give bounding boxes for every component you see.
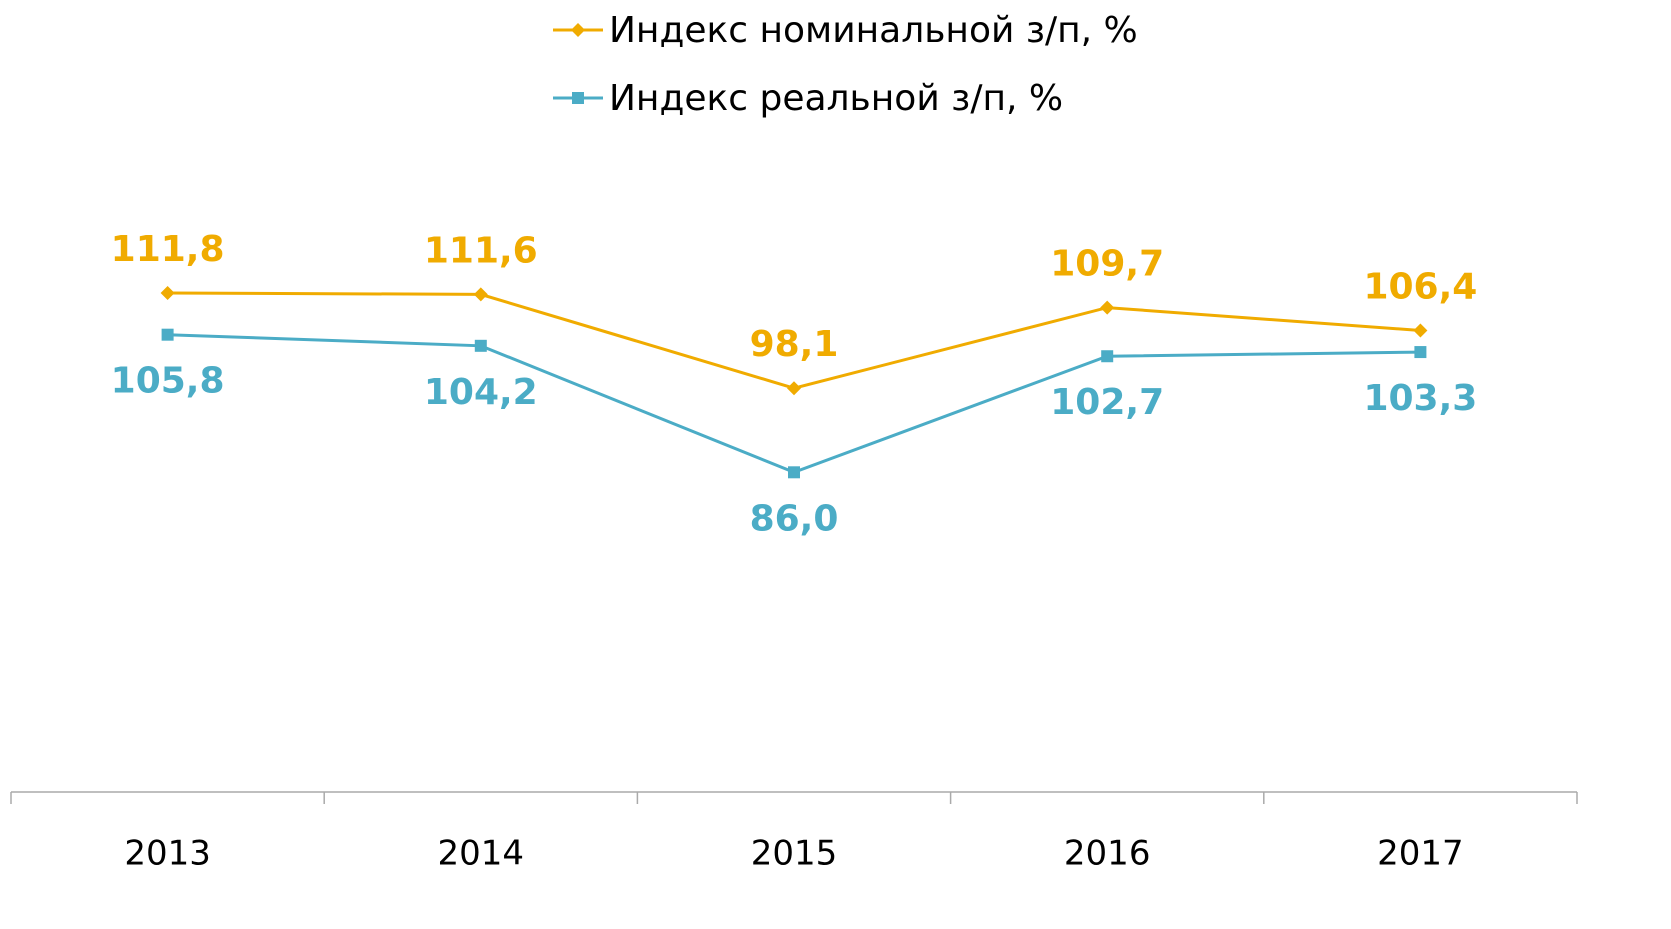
marker [1101,350,1114,363]
data-label: 105,8 [111,361,225,402]
data-label: 106,4 [1363,267,1477,308]
marker [1100,300,1115,315]
marker [473,287,488,302]
data-label: 103,3 [1363,378,1477,419]
x-tick-label: 2017 [1377,834,1464,874]
x-tick-label: 2014 [438,834,525,874]
marker [160,285,175,300]
marker [161,328,174,341]
x-tick-label: 2013 [124,834,211,874]
x-tick-label: 2015 [751,834,838,874]
legend-label: Индекс номинальной з/п, % [609,10,1138,51]
legend-marker [571,23,585,37]
data-label: 86,0 [750,498,839,539]
x-tick-label: 2016 [1064,834,1151,874]
marker [788,466,800,479]
data-label: 98,1 [750,324,839,365]
data-label: 111,6 [424,230,538,271]
data-label: 111,8 [111,229,225,270]
marker [1413,323,1428,338]
marker [1414,346,1427,359]
data-label: 104,2 [424,372,538,413]
data-label: 102,7 [1050,382,1164,423]
marker [787,381,801,396]
legend-marker [572,92,584,104]
legend-label: Индекс реальной з/п, % [609,78,1063,119]
data-label: 109,7 [1050,244,1164,285]
marker [474,339,487,352]
